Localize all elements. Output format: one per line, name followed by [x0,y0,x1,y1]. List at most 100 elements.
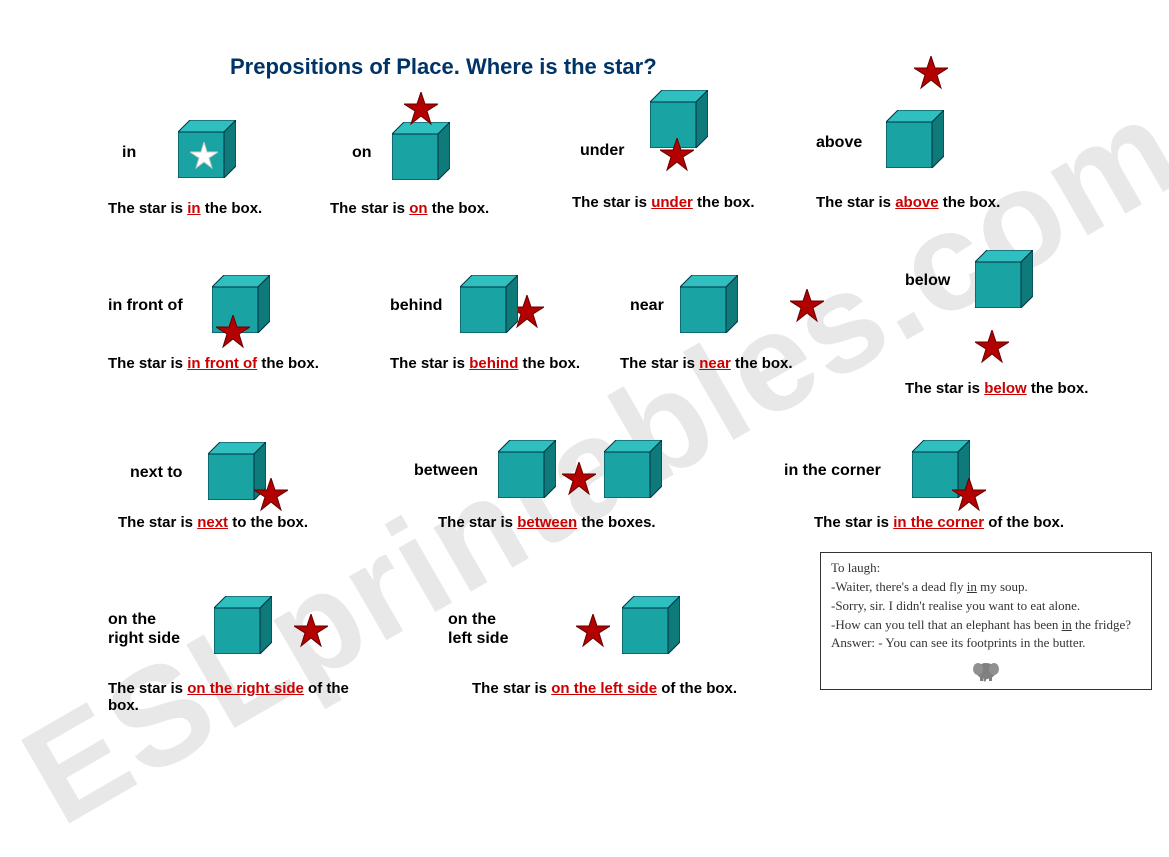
hl: near [699,355,731,372]
hl: in the corner [893,514,984,531]
star-icon [975,330,1009,364]
text: The star is [620,355,699,372]
label-front: in front of [108,297,183,315]
label-right: on the right side [108,610,180,648]
sentence-between: The star is between the boxes. [438,514,656,531]
text: of the box. [984,514,1064,531]
hl: on [409,200,427,217]
cell-behind: behind The star is behind the box. [390,275,620,395]
cube-icon [498,440,556,498]
cell-above: above The star is above the box. [816,56,1056,226]
text: The star is [390,355,469,372]
label-between: between [414,462,478,480]
text: The star is [438,514,517,531]
star-icon [254,478,288,512]
star-icon [660,138,694,172]
hl: below [984,380,1027,397]
text: the box. [693,194,755,211]
text: -How can you tell that an elephant has b… [831,617,1062,632]
text: box. [108,697,139,714]
text: The star is [108,680,187,697]
label-behind: behind [390,297,442,315]
cell-next: next to The star is next to the box. [118,442,358,562]
cube-icon [214,596,272,654]
text: The star is [814,514,893,531]
cell-on: on The star is on the box. [330,92,550,242]
sentence-left: The star is on the left side of the box. [472,680,737,697]
cube-icon [392,122,450,180]
joke-title: To laugh: [831,559,1141,578]
hl: next [197,514,228,531]
label-under: under [580,142,624,160]
label-on: on [352,144,372,162]
joke-line: -Waiter, there's a dead fly in my soup. [831,578,1141,597]
label-in: in [122,144,136,162]
sentence-below: The star is below the box. [905,380,1088,397]
hl: behind [469,355,518,372]
hl: between [517,514,577,531]
cell-right: on the right side The star is on the rig… [108,596,408,736]
text: to the box. [228,514,308,531]
star-icon [576,614,610,648]
star-icon [404,92,438,126]
text: The star is [816,194,895,211]
sentence-behind: The star is behind the box. [390,355,580,372]
cube-icon [622,596,680,654]
text: my soup. [977,579,1028,594]
cube-icon [975,250,1033,308]
text: the box. [201,200,263,217]
text: The star is [905,380,984,397]
page-title: Prepositions of Place. Where is the star… [230,54,657,80]
hl: under [651,194,693,211]
text: The star is [330,200,409,217]
sentence-under: The star is under the box. [572,194,755,211]
cell-under: under The star is under the box. [572,90,812,240]
sentence-corner: The star is in the corner of the box. [814,514,1064,531]
sentence-above: The star is above the box. [816,194,1000,211]
label-near: near [630,297,664,315]
sentence-right: The star is on the right side of thebox. [108,680,388,714]
label-left: on the left side [448,610,508,648]
text: in [967,579,977,594]
star-icon [562,462,596,496]
cell-between: between The star is between the boxes. [414,440,734,560]
cell-front: in front of The star is in front of the … [108,275,368,395]
star-icon [216,315,250,349]
label-next: next to [130,464,182,482]
sentence-in: The star is in the box. [108,200,262,217]
sentence-near: The star is near the box. [620,355,793,372]
cube-icon [886,110,944,168]
text: -Waiter, there's a dead fly [831,579,967,594]
elephant-icon [971,657,1001,683]
cell-left: on the left side The star is on the left… [448,596,808,736]
text: right side [108,630,180,647]
text: on the [108,611,156,628]
text: The star is [118,514,197,531]
star-icon [790,289,824,323]
joke-line: -Sorry, sir. I didn't realise you want t… [831,597,1141,616]
sentence-next: The star is next to the box. [118,514,308,531]
text: the box. [1027,380,1089,397]
cell-in: in The star is in the box. [108,120,328,240]
cube-icon [604,440,662,498]
cube-icon [460,275,518,333]
text: in [1062,617,1072,632]
cell-near: near The star is near the box. [620,275,860,395]
text: the box. [939,194,1001,211]
sentence-front: The star is in front of the box. [108,355,319,372]
label-corner: in the corner [784,462,881,480]
text: on the [448,611,496,628]
text: the box. [731,355,793,372]
cell-corner: in the corner The star is in the corner … [784,440,1104,560]
text: the box. [428,200,490,217]
hl: on the left side [551,680,657,697]
joke-box: To laugh: -Waiter, there's a dead fly in… [820,552,1152,690]
label-above: above [816,134,862,152]
text: the box. [518,355,580,372]
label-below: below [905,272,950,290]
hl: above [895,194,938,211]
star-icon [294,614,328,648]
star-icon [952,478,986,512]
text: of the box. [657,680,737,697]
cube-icon [680,275,738,333]
